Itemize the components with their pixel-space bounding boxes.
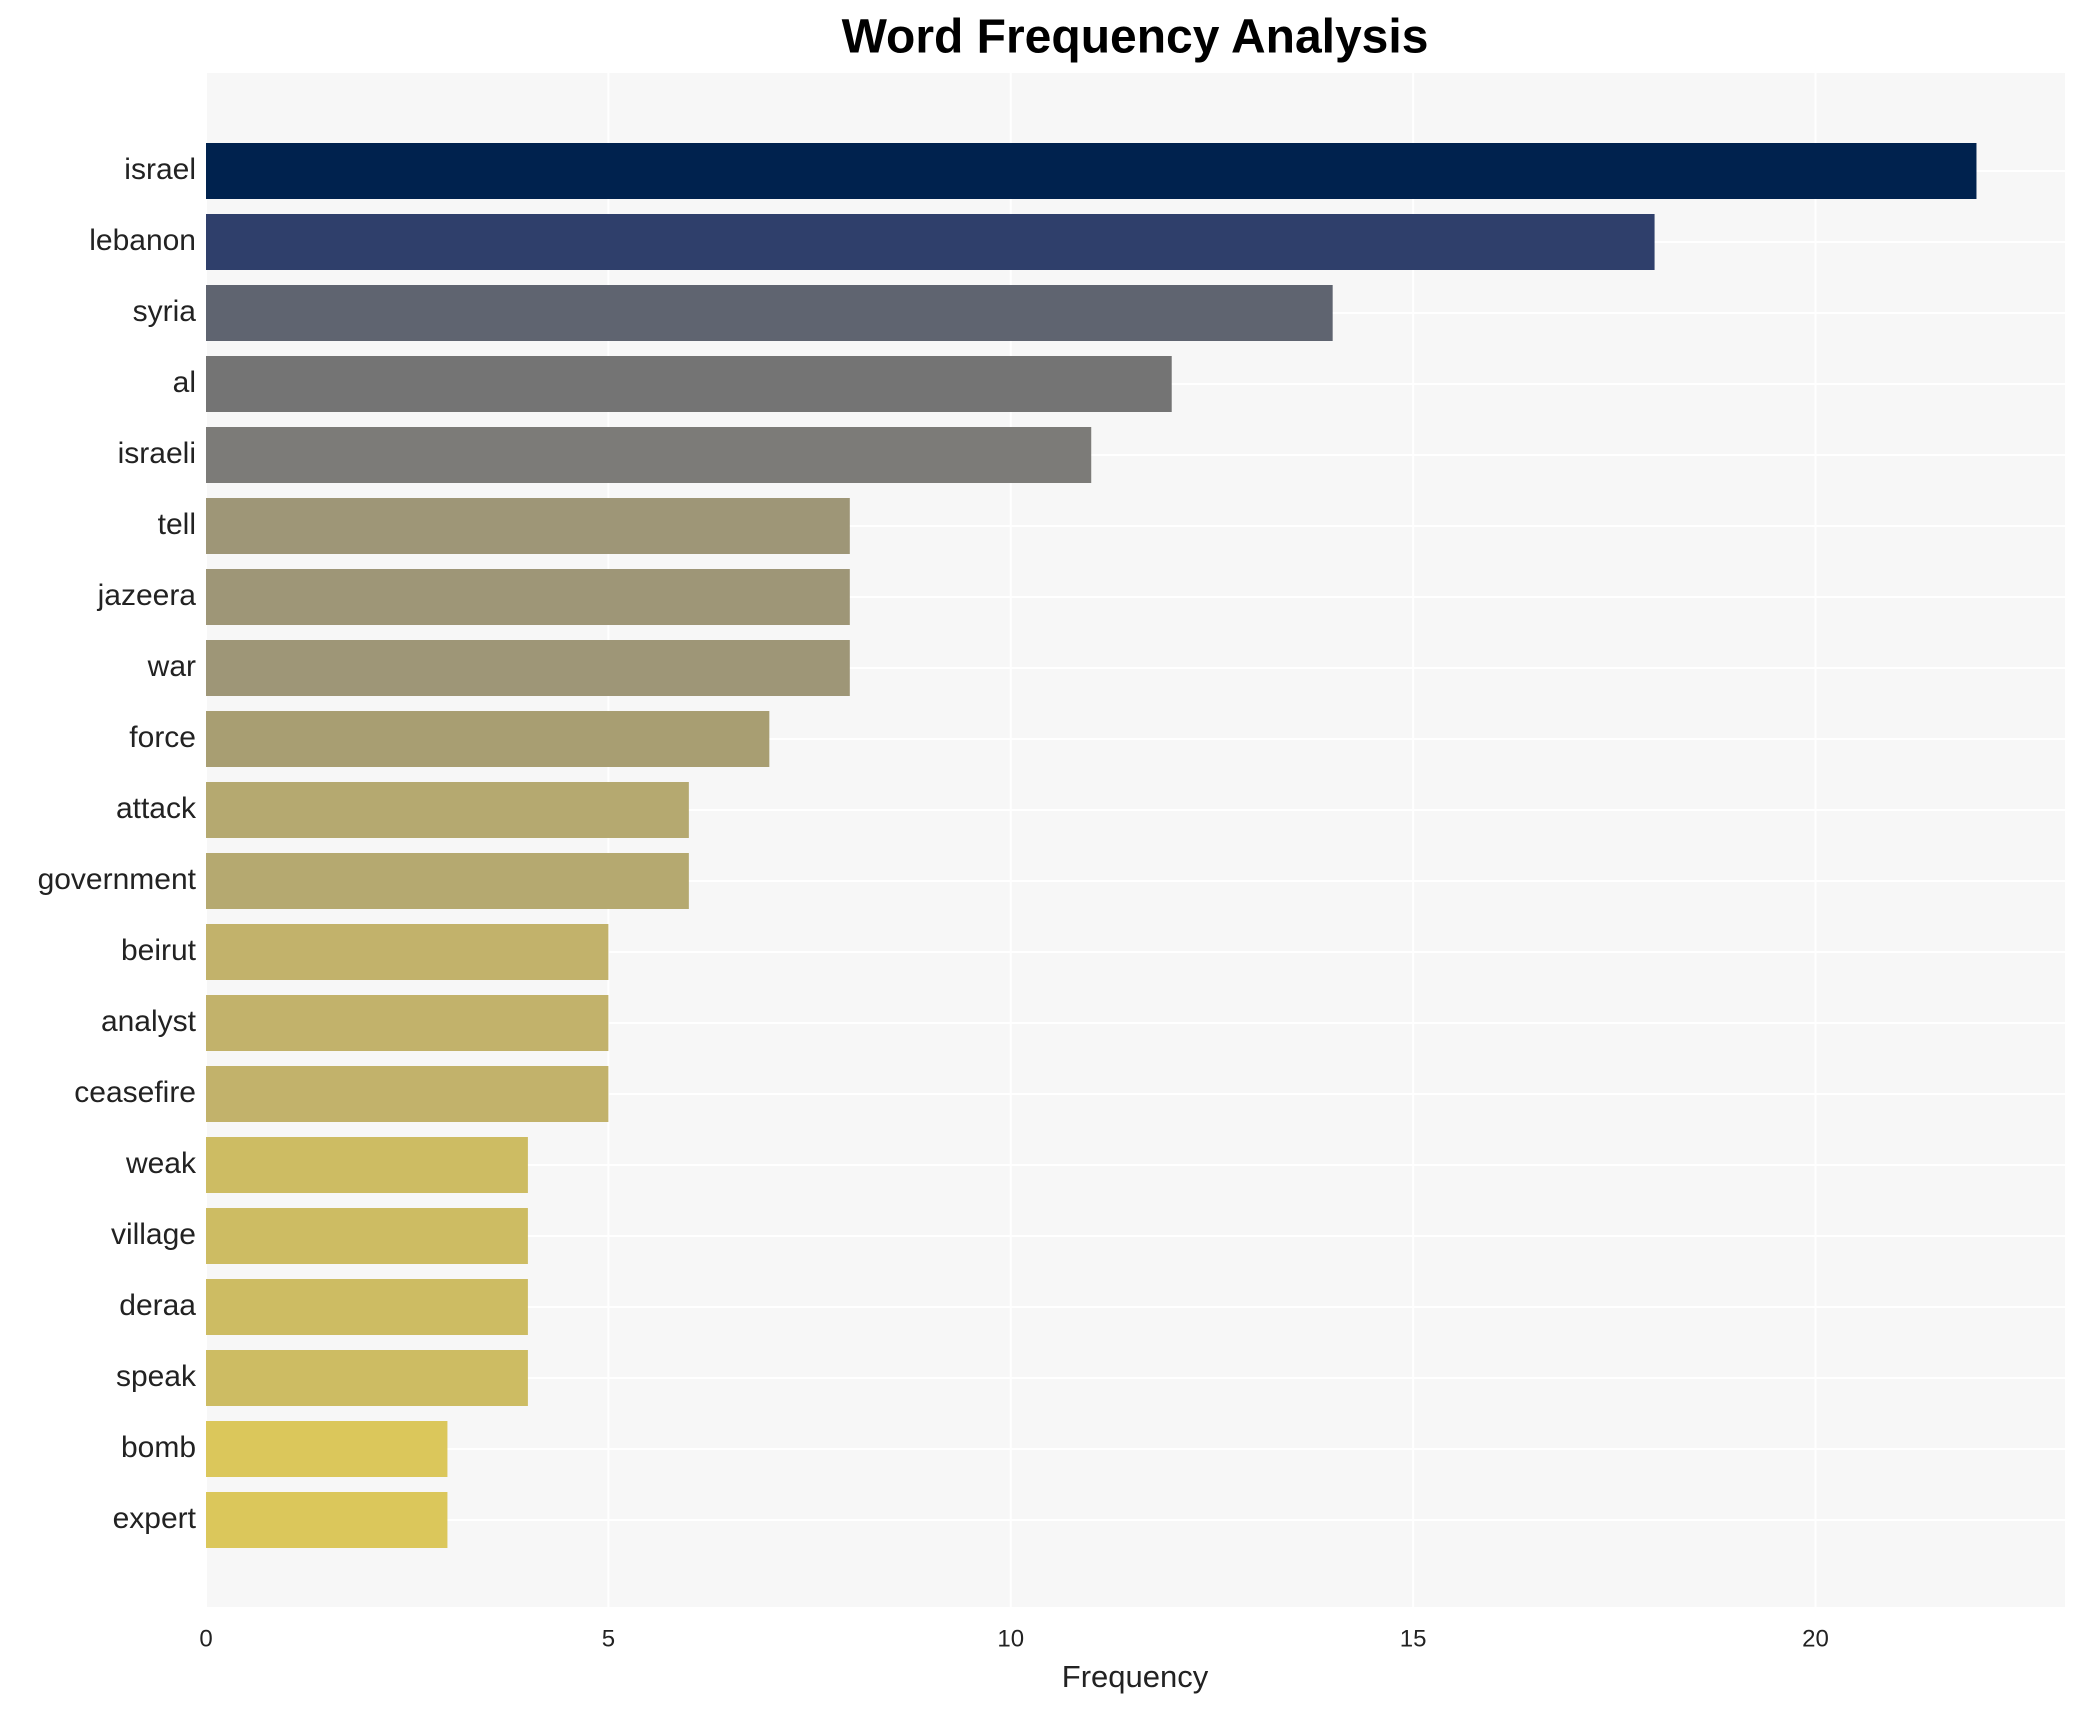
bar [206, 1066, 609, 1122]
y-tick-label: al [173, 366, 196, 399]
bar [206, 1492, 448, 1548]
y-tick-label: speak [116, 1360, 197, 1393]
y-tick-label: attack [116, 792, 197, 825]
y-tick-label: israeli [118, 437, 196, 470]
bar [206, 640, 850, 696]
bar [206, 782, 689, 838]
bar [206, 1137, 528, 1193]
y-tick-label: beirut [121, 934, 197, 967]
bar [206, 143, 1977, 199]
bar [206, 1208, 528, 1264]
y-tick-label: bomb [121, 1431, 196, 1464]
bar [206, 924, 609, 980]
bar [206, 569, 850, 625]
y-tick-label: village [111, 1218, 196, 1251]
bar [206, 1350, 528, 1406]
y-tick-label: government [38, 863, 197, 896]
x-tick-label: 10 [997, 1625, 1024, 1652]
bar [206, 285, 1333, 341]
x-tick-label: 5 [602, 1625, 615, 1652]
bar [206, 1421, 448, 1477]
y-tick-label: expert [113, 1502, 197, 1535]
x-tick-label: 20 [1802, 1625, 1829, 1652]
y-tick-label: syria [133, 295, 197, 328]
bar [206, 853, 689, 909]
x-tick-label: 0 [199, 1625, 212, 1652]
bar [206, 214, 1655, 270]
bar [206, 427, 1092, 483]
bar [206, 498, 850, 554]
x-tick-label: 15 [1400, 1625, 1427, 1652]
y-tick-label: tell [158, 508, 196, 541]
bar [206, 356, 1172, 412]
y-tick-label: israel [124, 153, 196, 186]
y-tick-label: ceasefire [74, 1076, 196, 1109]
y-tick-label: weak [125, 1147, 197, 1180]
bar [206, 1279, 528, 1335]
y-tick-label: force [129, 721, 196, 754]
x-axis-label: Frequency [1062, 1659, 1209, 1694]
bar [206, 995, 609, 1051]
y-tick-label: analyst [101, 1005, 197, 1038]
bar [206, 711, 770, 767]
chart-title: Word Frequency Analysis [842, 11, 1429, 64]
y-tick-label: lebanon [89, 224, 196, 257]
y-tick-label: jazeera [97, 579, 197, 612]
y-tick-label: war [147, 650, 196, 683]
y-tick-label: deraa [119, 1289, 196, 1322]
